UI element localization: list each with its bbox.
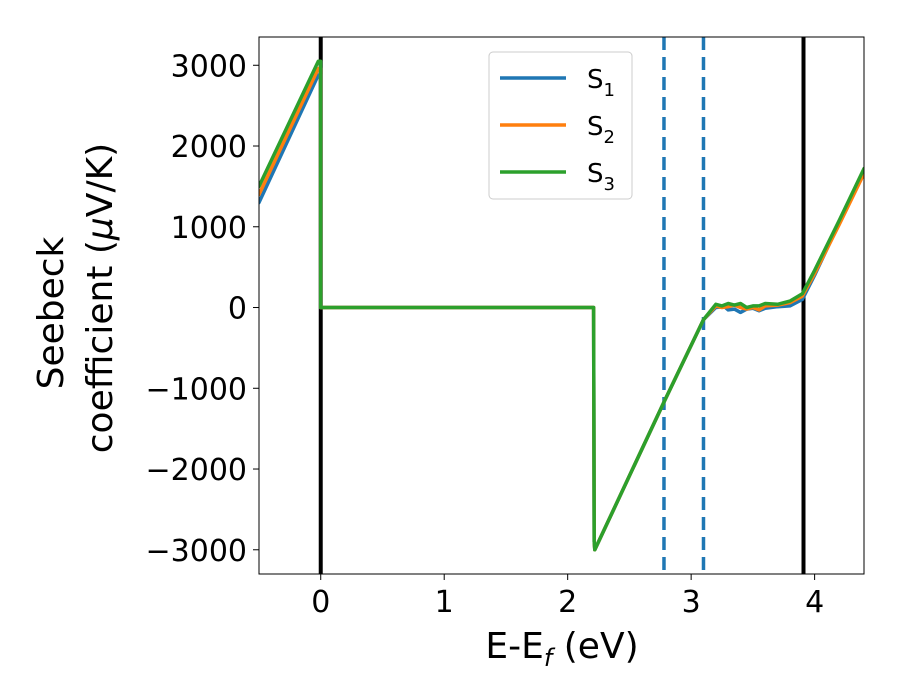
y-axis-label-line2-text: coefficient (: [80, 240, 121, 453]
y-tick-label: 0: [228, 292, 247, 327]
x-tick-label: 3: [682, 585, 701, 620]
y-axis-label-unit: V/K): [80, 143, 121, 217]
y-tick-label: −1000: [146, 372, 247, 407]
legend: S1 S2 S3: [488, 51, 633, 200]
x-axis-label-unit: (eV): [552, 626, 638, 667]
y-tick-label: 1000: [171, 211, 247, 246]
y-axis-ticks: 3000 2000 1000 0 −1000 −2000 −3000: [146, 49, 259, 569]
x-tick-label: 4: [805, 585, 824, 620]
plot-content: [259, 37, 864, 574]
plot-frame: [258, 36, 865, 575]
y-axis-label-line2: coefficient (μV/K): [80, 143, 121, 453]
x-axis-label-base: E-E: [485, 626, 543, 667]
x-axis-ticks: 0 1 2 3 4: [311, 574, 824, 620]
y-axis-label-mu: μ: [80, 217, 121, 241]
legend-label-s3: S3: [587, 159, 615, 195]
x-tick-label: 1: [435, 585, 454, 620]
series-line-s3: [259, 59, 864, 552]
y-axis-label-line1: Seebeck: [31, 236, 72, 389]
x-tick-label: 2: [558, 585, 577, 620]
y-tick-label: −3000: [146, 534, 247, 569]
y-tick-label: 3000: [171, 49, 247, 84]
legend-label-s1: S1: [587, 65, 615, 101]
x-axis-label: E-Ef (eV): [485, 626, 638, 672]
y-tick-label: −2000: [146, 453, 247, 488]
plot-area: [259, 37, 864, 574]
legend-label-s2: S2: [587, 112, 615, 148]
y-tick-label: 2000: [171, 130, 247, 165]
x-tick-label: 0: [311, 585, 330, 620]
